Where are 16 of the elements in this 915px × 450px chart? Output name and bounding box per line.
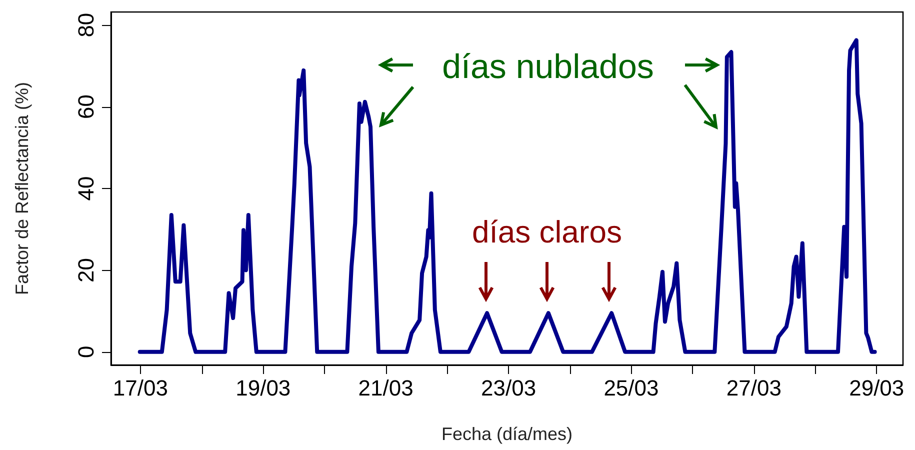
y-axis-title: Factor de Reflectancia (%) [12, 82, 32, 296]
y-tick-label: 60 [74, 94, 98, 120]
x-tick-label: 25/03 [604, 376, 659, 400]
x-axis-title: Fecha (día/mes) [441, 424, 573, 444]
annotation: días nublados [442, 48, 654, 86]
annotation: días claros [472, 214, 622, 250]
y-tick-label: 0 [74, 346, 98, 358]
x-tick-label: 27/03 [726, 376, 782, 400]
x-tick-label: 17/03 [112, 376, 168, 400]
y-tick-label: 20 [74, 258, 98, 282]
y-tick-label: 40 [74, 176, 98, 201]
x-tick-label: 21/03 [358, 376, 414, 400]
x-tick-label: 29/03 [849, 376, 904, 400]
x-tick-label: 19/03 [236, 376, 291, 400]
x-tick-label: 23/03 [481, 376, 536, 400]
y-tick-label: 80 [74, 12, 98, 38]
